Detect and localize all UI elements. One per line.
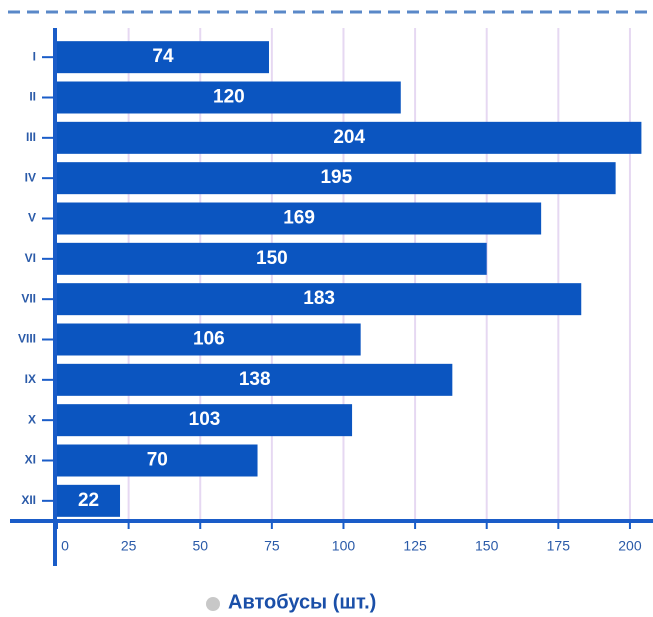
bar bbox=[57, 404, 353, 437]
bar bbox=[57, 41, 269, 74]
value-label: 22 bbox=[78, 490, 99, 511]
value-label: 195 bbox=[320, 167, 352, 188]
value-label: 150 bbox=[256, 248, 288, 269]
x-tick-label: 125 bbox=[403, 538, 427, 554]
y-tick-label: I bbox=[33, 49, 36, 63]
value-label: 70 bbox=[147, 450, 168, 471]
value-label: 103 bbox=[189, 409, 221, 430]
value-label: 169 bbox=[283, 208, 315, 229]
bar bbox=[57, 162, 616, 195]
bar bbox=[57, 363, 453, 396]
y-tick-label: III bbox=[26, 130, 36, 144]
value-label: 204 bbox=[333, 127, 365, 148]
value-label: 74 bbox=[152, 46, 174, 67]
y-tick-label: V bbox=[28, 211, 36, 225]
value-label: 106 bbox=[193, 329, 225, 350]
y-tick-label: XI bbox=[25, 453, 36, 467]
bar bbox=[57, 484, 121, 517]
x-tick-label: 0 bbox=[61, 538, 69, 554]
bar bbox=[57, 444, 258, 477]
y-tick-label: VI bbox=[25, 251, 36, 265]
value-label: 120 bbox=[213, 87, 245, 108]
x-tick-label: 150 bbox=[475, 538, 499, 554]
legend-label: Автобусы (шт.) bbox=[228, 591, 376, 613]
x-tick-label: 25 bbox=[121, 538, 137, 554]
bar bbox=[57, 202, 542, 235]
bar bbox=[57, 283, 582, 316]
y-tick-label: VII bbox=[21, 291, 36, 305]
value-label: 183 bbox=[303, 288, 335, 309]
x-tick-label: 75 bbox=[264, 538, 280, 554]
y-tick-label: IX bbox=[25, 372, 36, 386]
legend-marker bbox=[206, 597, 220, 611]
x-tick-label: 200 bbox=[618, 538, 642, 554]
bar bbox=[57, 121, 642, 154]
x-tick-label: 100 bbox=[332, 538, 356, 554]
bar bbox=[57, 323, 361, 356]
y-tick-label: IV bbox=[25, 170, 36, 184]
bar bbox=[57, 242, 487, 275]
y-tick-label: VIII bbox=[18, 332, 36, 346]
bar bbox=[57, 81, 401, 114]
x-tick-label: 175 bbox=[547, 538, 571, 554]
y-tick-label: X bbox=[28, 412, 36, 426]
y-tick-label: XII bbox=[21, 493, 36, 507]
y-tick-label: II bbox=[29, 90, 36, 104]
value-label: 138 bbox=[239, 369, 271, 390]
x-tick-label: 50 bbox=[192, 538, 208, 554]
